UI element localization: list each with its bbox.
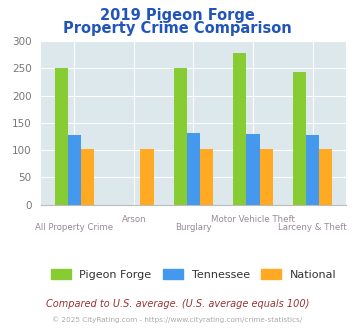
Bar: [246, 134, 260, 205]
Bar: [293, 72, 306, 205]
Text: © 2025 CityRating.com - https://www.cityrating.com/crime-statistics/: © 2025 CityRating.com - https://www.city…: [53, 316, 302, 323]
Text: Larceny & Theft: Larceny & Theft: [278, 223, 347, 232]
Bar: [260, 148, 273, 205]
Text: All Property Crime: All Property Crime: [35, 223, 113, 232]
Bar: [233, 53, 246, 205]
Bar: [141, 148, 154, 205]
Bar: [200, 148, 213, 205]
Text: Compared to U.S. average. (U.S. average equals 100): Compared to U.S. average. (U.S. average …: [46, 299, 309, 309]
Bar: [319, 148, 332, 205]
Text: Arson: Arson: [122, 215, 146, 224]
Bar: [55, 69, 68, 205]
Bar: [81, 148, 94, 205]
Bar: [68, 135, 81, 205]
Bar: [187, 133, 200, 205]
Text: 2019 Pigeon Forge: 2019 Pigeon Forge: [100, 8, 255, 23]
Text: Burglary: Burglary: [175, 223, 212, 232]
Bar: [306, 135, 319, 205]
Text: Property Crime Comparison: Property Crime Comparison: [63, 21, 292, 36]
Text: Motor Vehicle Theft: Motor Vehicle Theft: [211, 215, 295, 224]
Legend: Pigeon Forge, Tennessee, National: Pigeon Forge, Tennessee, National: [46, 264, 341, 284]
Bar: [174, 69, 187, 205]
